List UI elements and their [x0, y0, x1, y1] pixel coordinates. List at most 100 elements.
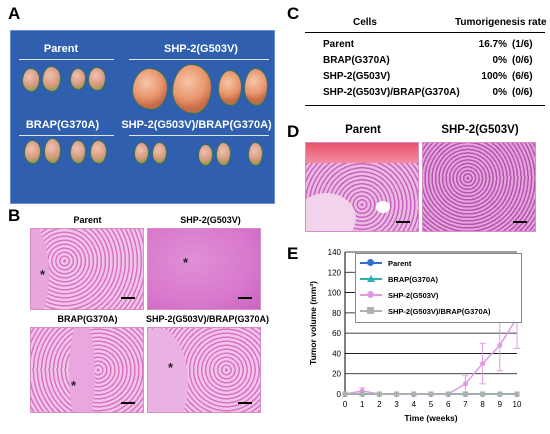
tissue-edge — [306, 143, 418, 163]
tumor — [219, 71, 241, 105]
tumor — [25, 141, 40, 163]
group-label-parent: Parent — [43, 43, 79, 55]
legend-label: SHP-2(G503V)/BRAP(G370A) — [388, 306, 491, 316]
tumor — [135, 143, 148, 163]
table-header-cells: Cells — [353, 17, 377, 28]
histo-b-title-brap: BRAP(G370A) — [57, 314, 118, 324]
tumor — [153, 143, 166, 163]
legend-entry: SHP-2(G503V) — [360, 289, 438, 301]
table-cell-frac: (0/6) — [512, 55, 533, 66]
histology-image: * — [30, 228, 144, 310]
y-tick-label: 140 — [328, 248, 342, 257]
legend-label: SHP-2(G503V) — [388, 290, 439, 300]
x-axis-title: Time (weeks) — [404, 413, 457, 423]
tumor — [89, 68, 105, 90]
y-tick-label: 20 — [332, 370, 341, 379]
table-cell-frac: (1/6) — [512, 39, 533, 50]
histo-b-title-parent: Parent — [73, 215, 102, 225]
scale-bar — [121, 402, 135, 404]
x-tick-label: 8 — [480, 400, 485, 409]
legend-swatch — [360, 275, 382, 282]
table-cell-pct: 0% — [492, 55, 507, 66]
tumor — [245, 69, 267, 105]
data-point — [514, 391, 520, 397]
data-point — [497, 342, 503, 348]
legend-swatch — [360, 259, 382, 266]
x-tick-label: 4 — [412, 400, 417, 409]
table-cell-frac: (6/6) — [512, 71, 533, 82]
y-tick-label: 120 — [328, 268, 342, 277]
x-tick-label: 6 — [446, 400, 451, 409]
legend-swatch — [360, 307, 382, 314]
tumor — [133, 69, 167, 109]
table-cell-pct: 100% — [481, 71, 507, 82]
table-cell-name: Parent — [323, 39, 355, 50]
star-marker: * — [183, 255, 189, 270]
star-marker: * — [71, 378, 77, 393]
data-point — [359, 391, 365, 397]
y-tick-label: 100 — [328, 289, 342, 298]
group-label-double: SHP-2(G503V)/BRAP(G370A) — [121, 119, 272, 131]
histo-d-title-parent: Parent — [345, 124, 381, 136]
legend-entry: BRAP(G370A) — [360, 273, 438, 285]
tumor — [23, 69, 39, 91]
tissue-edge — [69, 328, 95, 412]
histology-image — [422, 142, 536, 232]
table-cell-frac: (0/6) — [512, 87, 533, 98]
group-divider — [129, 135, 269, 136]
y-tick-label: 80 — [332, 309, 341, 318]
legend-swatch — [360, 291, 382, 298]
scale-bar — [238, 297, 252, 299]
histo-b-title-shp2: SHP-2(G503V) — [180, 215, 241, 225]
table-cell-name: SHP-2(G503V)/BRAP(G370A) — [323, 87, 460, 98]
legend-label: BRAP(G370A) — [388, 274, 439, 284]
data-point — [462, 391, 468, 397]
table-rule — [305, 105, 545, 106]
data-point — [480, 391, 486, 397]
scale-bar — [121, 297, 135, 299]
chart-legend: Parent BRAP(G370A) SHP-2(G503V) SHP-2(G5… — [355, 253, 522, 323]
histology-image: * — [30, 327, 144, 413]
histology-image — [305, 142, 419, 232]
histology-image: * — [147, 228, 261, 310]
y-tick-label: 40 — [332, 349, 341, 358]
scale-bar — [396, 221, 410, 223]
group-divider — [129, 59, 269, 60]
data-point — [376, 391, 382, 397]
data-point — [462, 381, 468, 387]
data-point — [497, 391, 503, 397]
histo-b-title-double: SHP-2(G503V)/BRAP(G370A) — [145, 314, 270, 324]
tumor — [43, 67, 60, 91]
panel-a-label: A — [8, 4, 21, 23]
panel-b-label: B — [8, 206, 21, 225]
x-tick-label: 2 — [377, 400, 382, 409]
group-divider — [19, 135, 114, 136]
group-label-shp2: SHP-2(G503V) — [164, 43, 238, 55]
x-tick-label: 5 — [429, 400, 434, 409]
legend-entry: SHP-2(G503V)/BRAP(G370A) — [360, 305, 491, 317]
data-point — [394, 391, 400, 397]
panel-c-label: C — [287, 4, 300, 23]
panel-e-label: E — [287, 244, 299, 263]
table-cell-name: BRAP(G370A) — [323, 55, 390, 66]
histology-image: * — [147, 327, 261, 413]
x-tick-label: 1 — [360, 400, 365, 409]
x-tick-label: 0 — [343, 400, 348, 409]
legend-label: Parent — [388, 258, 412, 268]
table-header-rate: Tumorigenesis rate — [455, 17, 547, 28]
tumor — [45, 139, 60, 163]
star-marker: * — [40, 267, 46, 282]
table-cell-pct: 16.7% — [478, 39, 507, 50]
histo-d-title-shp2: SHP-2(G503V) — [441, 124, 519, 136]
tumor — [199, 145, 212, 165]
data-point — [445, 391, 451, 397]
tumorigenesis-table: Cells Tumorigenesis rate Parent 16.7% (1… — [305, 15, 547, 110]
group-divider — [19, 59, 114, 60]
tissue-edge — [31, 229, 49, 309]
y-axis-title: Tumor volume (mm³) — [308, 281, 318, 365]
x-tick-label: 7 — [463, 400, 468, 409]
star-marker: * — [168, 360, 174, 375]
data-point — [342, 391, 348, 397]
panel-d-label: D — [287, 122, 300, 141]
table-rule — [305, 32, 545, 33]
